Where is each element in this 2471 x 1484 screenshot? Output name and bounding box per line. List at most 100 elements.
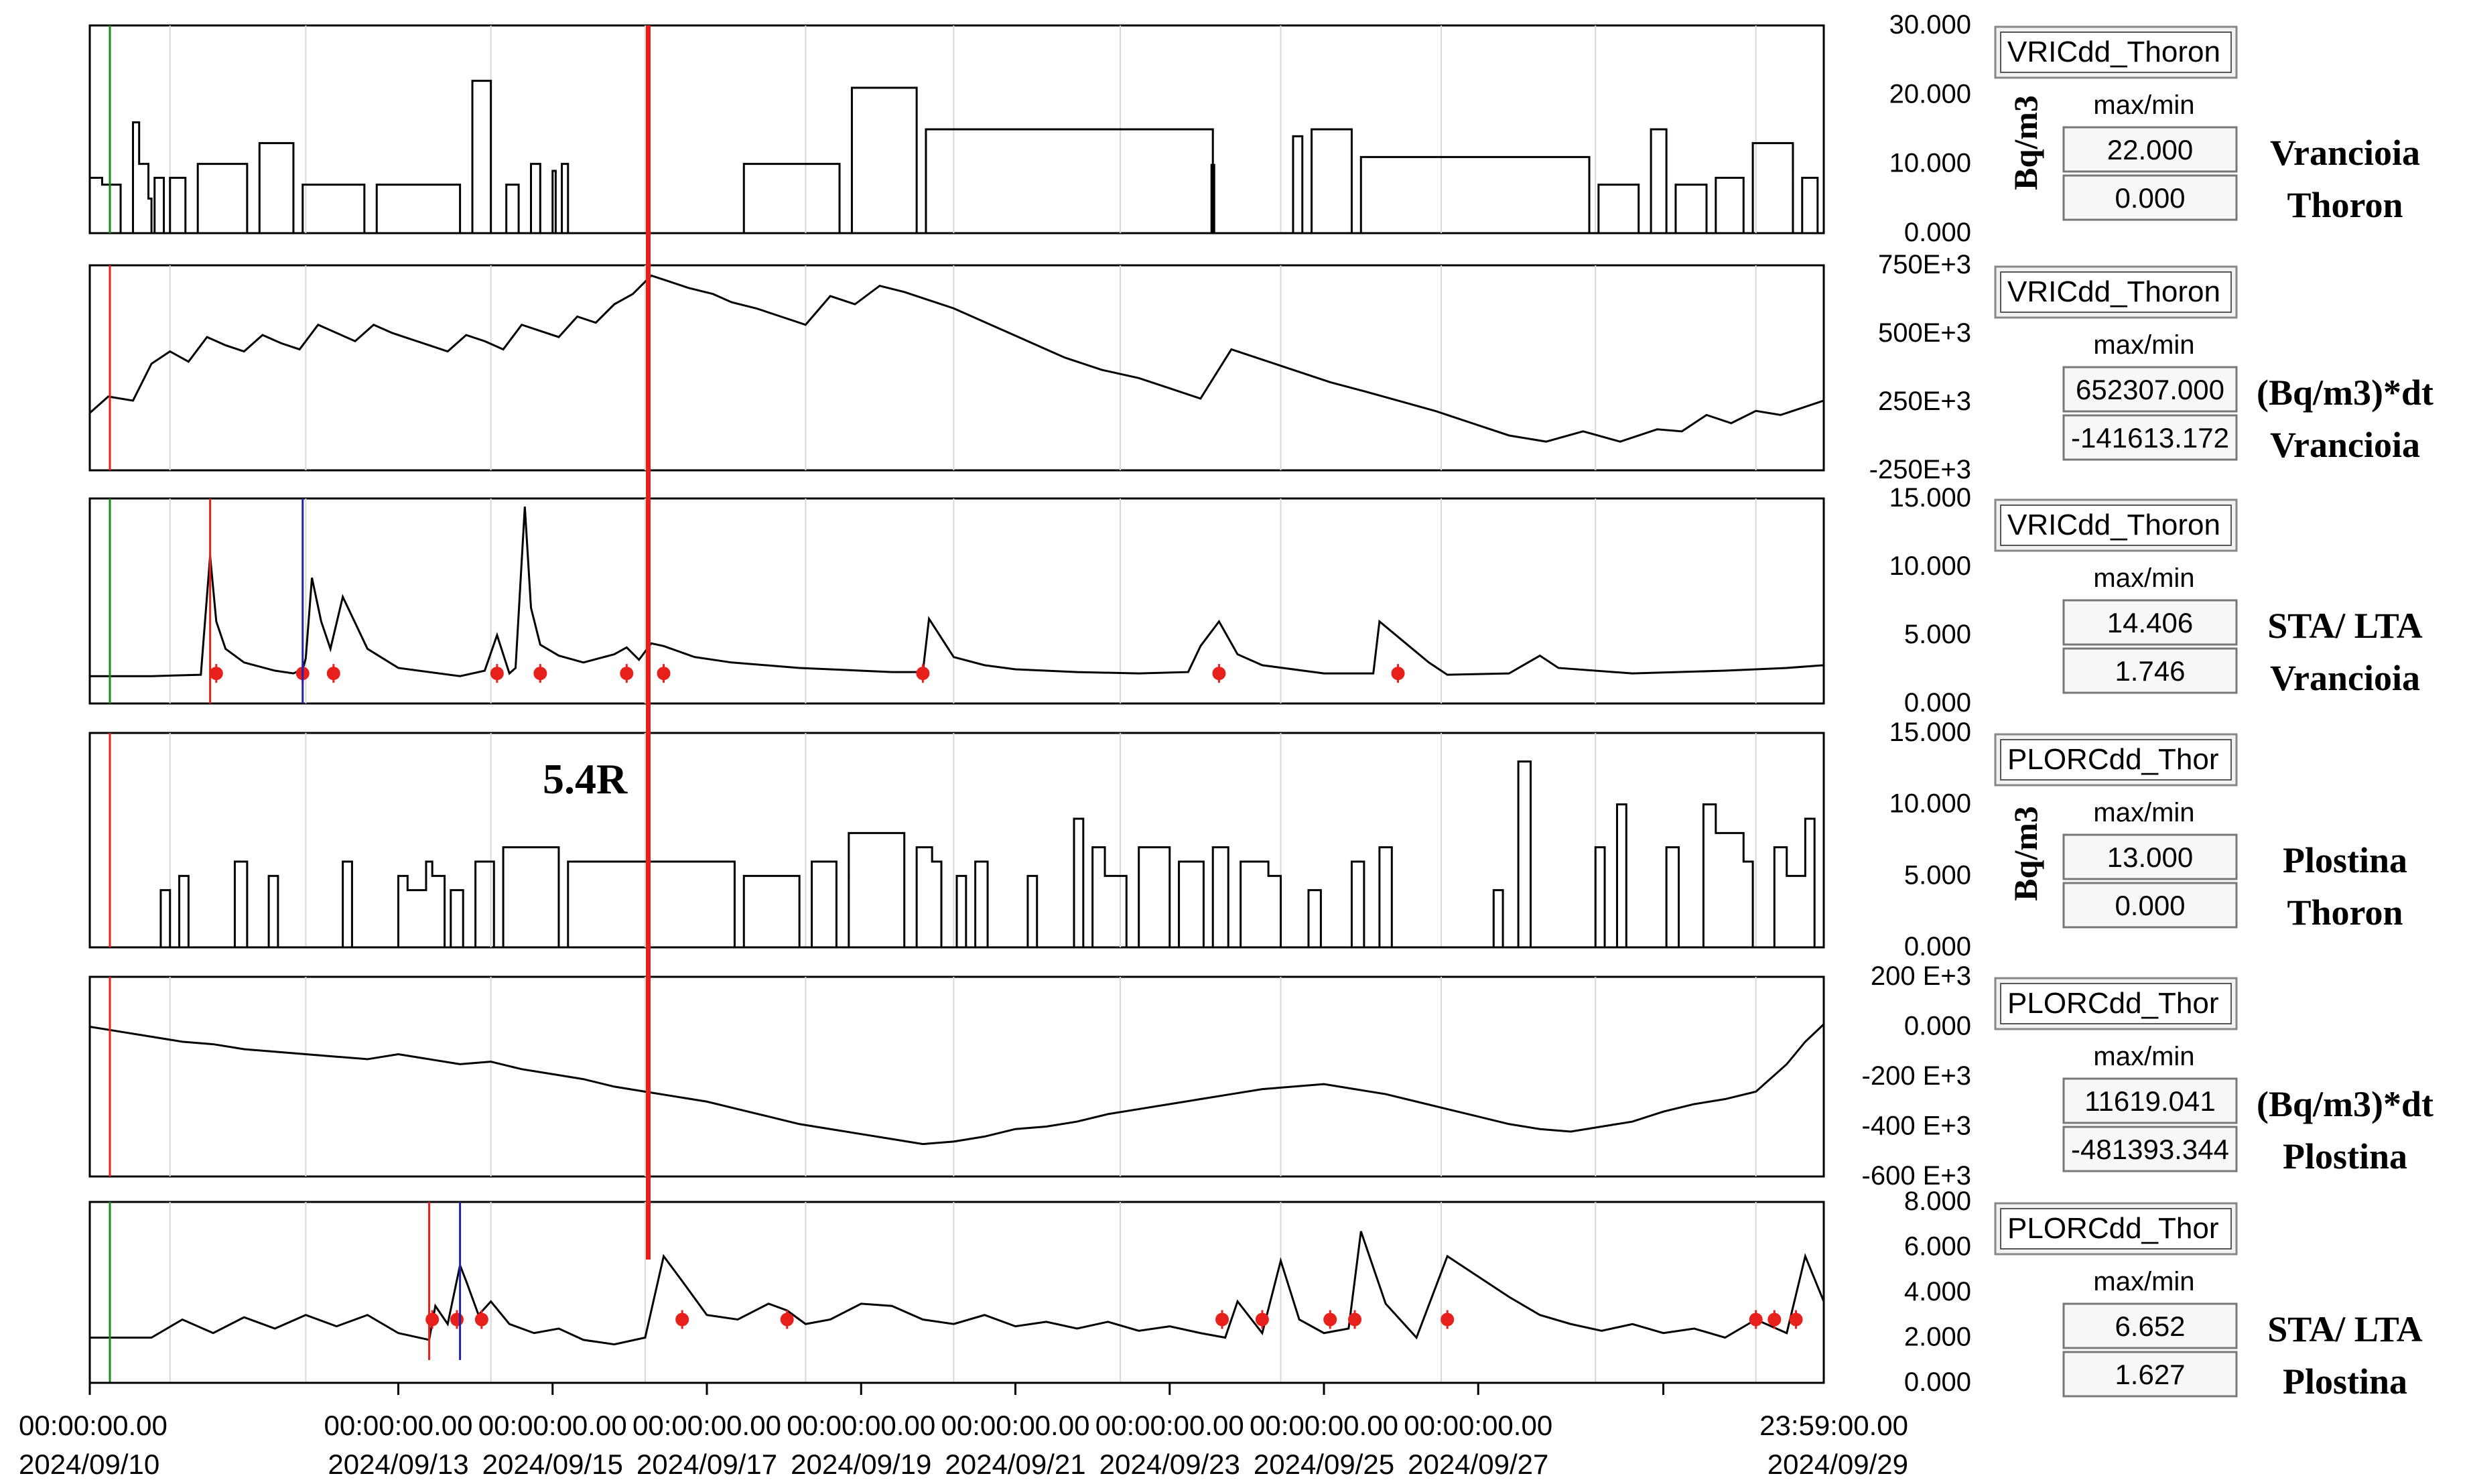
trigger-marker [657, 667, 671, 681]
max-value-box [2062, 366, 2238, 413]
max-min-caption: max/min [2093, 1267, 2194, 1296]
trigger-marker [533, 667, 547, 681]
y-tick-label: -250E+3 [1869, 455, 1971, 484]
y-tick-label: -600 E+3 [1862, 1161, 1971, 1191]
y-tick-label: 10.000 [1889, 789, 1971, 819]
max-min-caption: max/min [2093, 330, 2194, 360]
magnitude-annotation: 5.4R [543, 755, 628, 803]
min-value-box [2062, 882, 2238, 929]
trigger-marker [916, 667, 930, 681]
panel-caption-line1: (Bq/m3)*dt [2257, 1084, 2433, 1124]
x-tick-date: 2024/09/13 [328, 1448, 468, 1480]
trigger-marker [209, 667, 223, 681]
x-tick-time: 00:00:00.00 [1404, 1410, 1552, 1441]
max-value-box [2062, 599, 2238, 646]
x-tick-date: 2024/09/10 [19, 1448, 159, 1480]
x-tick-time: 00:00:00.00 [787, 1410, 935, 1441]
x-tick-date: 2024/09/15 [482, 1448, 623, 1480]
y-tick-label: 15.000 [1889, 718, 1971, 747]
x-tick-date: 2024/09/19 [791, 1448, 931, 1480]
panel-frame [88, 975, 1825, 1178]
panel-caption-line2: Plostina [2283, 1136, 2407, 1176]
min-value: 1.627 [2115, 1359, 2185, 1390]
min-value: 1.746 [2115, 655, 2185, 687]
y-tick-label: 200 E+3 [1871, 961, 1971, 991]
series-name: PLORCdd_Thor [2007, 743, 2218, 776]
panel-4: 15.000 10.000 5.000 0.000 PLORCdd_Thor max/mi… [88, 718, 2407, 961]
time-axis: 00:00:00.00 2024/09/10 00:00:00.00 2024/09/… [19, 1381, 1908, 1480]
panel-3: 15.000 10.000 5.000 0.000 VRICdd_Thoron max/m… [88, 483, 2423, 718]
panel-caption-line1: STA/ LTA [2267, 606, 2423, 646]
x-tick-date: 2024/09/25 [1254, 1448, 1394, 1480]
x-tick-time: 00:00:00.00 [1250, 1410, 1398, 1441]
trigger-marker [1215, 1312, 1229, 1327]
x-tick-date: 2024/09/29 [1767, 1448, 1908, 1480]
min-value: -141613.172 [2071, 422, 2229, 454]
y-tick-label: 10.000 [1889, 551, 1971, 581]
panel-caption-line1: Vrancioia [2270, 133, 2420, 173]
y-tick-label: 250E+3 [1878, 387, 1971, 416]
series-line [90, 1231, 1825, 1346]
x-tick-date: 2024/09/23 [1099, 1448, 1240, 1480]
panel-caption-line1: STA/ LTA [2267, 1309, 2423, 1349]
y-tick-label: 0.000 [1904, 218, 1971, 247]
trigger-marker [490, 667, 504, 681]
max-value-box [2062, 1302, 2238, 1349]
trigger-marker [620, 667, 634, 681]
x-tick-time: 00:00:00.00 [478, 1410, 627, 1441]
y-tick-label: 2.000 [1904, 1323, 1971, 1352]
min-value-box [2062, 414, 2238, 461]
min-value-box [2062, 174, 2238, 221]
y-tick-label: 30.000 [1889, 10, 1971, 40]
max-value-box [2062, 1077, 2238, 1124]
unit-vertical-label: Bq/m3 [2007, 95, 2044, 190]
trigger-marker [1255, 1312, 1269, 1327]
y-tick-label: 10.000 [1889, 149, 1971, 178]
max-value: 13.000 [2107, 841, 2193, 873]
trigger-marker [425, 1312, 440, 1327]
series-selector-inner [2000, 739, 2232, 781]
min-value-box [2062, 1351, 2238, 1398]
y-tick-label: 5.000 [1904, 620, 1971, 649]
series-selector-inner [2000, 1208, 2232, 1250]
trigger-marker [1789, 1312, 1803, 1327]
series-name: VRICdd_Thoron [2007, 36, 2220, 68]
max-min-caption: max/min [2093, 798, 2194, 827]
panel-caption-line2: Thoron [2287, 185, 2403, 225]
series-name: PLORCdd_Thor [2007, 987, 2218, 1020]
panel-2: 750E+3 500E+3 250E+3 -250E+3 VRICdd_Thoronma… [88, 250, 2433, 484]
min-value-box [2062, 1126, 2238, 1172]
series-selector-inner [2000, 504, 2232, 546]
trigger-marker [675, 1312, 689, 1327]
x-tick-date: 2024/09/17 [637, 1448, 777, 1480]
panel-frame [88, 264, 1825, 472]
x-tick-time: 00:00:00.00 [19, 1410, 168, 1441]
y-tick-label: 5.000 [1904, 860, 1971, 890]
min-value-box [2062, 647, 2238, 694]
series-line [90, 507, 1824, 677]
trigger-marker [326, 667, 340, 681]
trigger-marker [1323, 1312, 1337, 1327]
panel-caption-line2: Thoron [2287, 892, 2403, 933]
y-tick-label: 15.000 [1889, 483, 1971, 513]
y-tick-label: 0.000 [1904, 1367, 1971, 1397]
trigger-marker [1749, 1312, 1763, 1327]
y-tick-label: 0.000 [1904, 688, 1971, 718]
trigger-marker [1348, 1312, 1362, 1327]
x-tick-time: 00:00:00.00 [1095, 1410, 1244, 1441]
max-value-box [2062, 126, 2238, 173]
max-min-caption: max/min [2093, 563, 2194, 593]
trigger-marker [1212, 667, 1226, 681]
series-line [89, 274, 1824, 443]
series-line [90, 760, 1824, 949]
max-value-box [2062, 833, 2238, 880]
series-name: PLORCdd_Thor [2007, 1212, 2218, 1245]
min-value: 0.000 [2115, 182, 2185, 214]
y-tick-label: -200 E+3 [1862, 1061, 1971, 1091]
series-line [90, 80, 1825, 234]
trigger-marker [1767, 1312, 1782, 1327]
max-value: 6.652 [2115, 1310, 2185, 1342]
max-value: 11619.041 [2084, 1085, 2215, 1117]
y-tick-label: 500E+3 [1878, 318, 1971, 348]
